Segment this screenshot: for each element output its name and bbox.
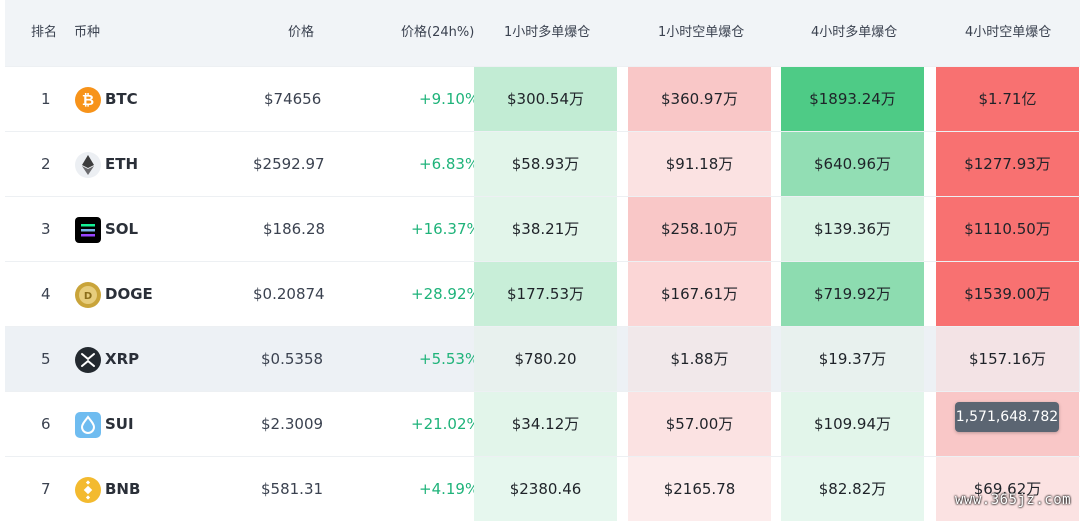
btc-icon: ₿ [75, 87, 101, 113]
header-long-1h[interactable]: 1小时多单爆仓 [504, 25, 591, 40]
long-4h-cell: $109.94万 [781, 392, 924, 456]
price-cell: $0.5358 [261, 350, 324, 368]
header-price[interactable]: 价格 [288, 25, 315, 40]
coin-symbol[interactable]: SOL [105, 220, 139, 238]
long-4h-cell: $82.82万 [781, 457, 924, 521]
table-row[interactable]: 3 SOL $186.28 +16.37% $38.21万 $258.10万 $… [5, 196, 1080, 261]
watermark: www.365jz.com [955, 492, 1072, 508]
price-cell: $74656 [264, 90, 322, 108]
short-1h-cell: $91.18万 [628, 132, 771, 196]
coin-symbol[interactable]: BTC [105, 90, 138, 108]
coin-symbol[interactable]: SUI [105, 415, 134, 433]
change-cell: +9.10% [419, 90, 480, 108]
price-cell: $581.31 [261, 480, 324, 498]
eth-icon [75, 152, 101, 178]
table-row[interactable]: 2 ETH $2592.97 +6.83% $58.93万 $91.18万 $6… [5, 131, 1080, 196]
price-cell: $186.28 [263, 220, 326, 238]
rank-cell: 4 [41, 285, 51, 303]
long-4h-cell: $719.92万 [781, 262, 924, 326]
header-long-4h[interactable]: 4小时多单爆仓 [811, 25, 898, 40]
change-cell: +4.19% [419, 480, 480, 498]
table-row[interactable]: 7 BNB $581.31 +4.19% $2380.46 $2165.78 $… [5, 456, 1080, 521]
long-1h-cell: $780.20 [474, 327, 617, 391]
change-cell: +16.37% [411, 220, 481, 238]
coin-symbol[interactable]: XRP [105, 350, 140, 368]
rank-cell: 2 [41, 155, 51, 173]
long-1h-cell: $34.12万 [474, 392, 617, 456]
short-4h-cell: $1277.93万 [936, 132, 1079, 196]
price-cell: $2.3009 [261, 415, 324, 433]
long-4h-cell: $640.96万 [781, 132, 924, 196]
long-1h-cell: $177.53万 [474, 262, 617, 326]
long-1h-cell: $38.21万 [474, 197, 617, 261]
change-cell: +28.92% [411, 285, 481, 303]
rank-cell: 3 [41, 220, 51, 238]
change-cell: +5.53% [419, 350, 480, 368]
short-1h-cell: $360.97万 [628, 67, 771, 131]
short-4h-cell: $1110.50万 [936, 197, 1079, 261]
short-4h-cell: $1.71亿 [936, 67, 1079, 131]
table-row[interactable]: 5 XRP $0.5358 +5.53% $780.20 $1.88万 $19.… [5, 326, 1080, 391]
liquidation-table: 排名 币种 价格 价格(24h%) 1小时多单爆仓 1小时空单爆仓 4小时多单爆… [5, 0, 1080, 521]
header-change[interactable]: 价格(24h%) [401, 25, 475, 40]
coin-symbol[interactable]: DOGE [105, 285, 153, 303]
short-4h-cell: $157.16万 [936, 327, 1079, 391]
sui-icon [75, 412, 101, 438]
coin-symbol[interactable]: BNB [105, 480, 141, 498]
price-cell: $2592.97 [253, 155, 325, 173]
rank-cell: 6 [41, 415, 51, 433]
rank-cell: 1 [41, 90, 51, 108]
long-1h-cell: $2380.46 [474, 457, 617, 521]
price-cell: $0.20874 [253, 285, 325, 303]
header-short-4h[interactable]: 4小时空单爆仓 [965, 25, 1052, 40]
table-row[interactable]: 6 SUI $2.3009 +21.02% $34.12万 $57.00万 $1… [5, 391, 1080, 456]
doge-icon: D [75, 282, 101, 308]
long-1h-cell: $300.54万 [474, 67, 617, 131]
short-1h-cell: $57.00万 [628, 392, 771, 456]
header-rank[interactable]: 排名 [31, 25, 58, 40]
coin-symbol[interactable]: ETH [105, 155, 139, 173]
long-4h-cell: $139.36万 [781, 197, 924, 261]
long-1h-cell: $58.93万 [474, 132, 617, 196]
svg-text:D: D [84, 291, 92, 302]
short-4h-cell: $1539.00万 [936, 262, 1079, 326]
value-tooltip: 1,571,648.782 [955, 402, 1059, 432]
change-cell: +21.02% [411, 415, 481, 433]
bnb-icon [75, 477, 101, 503]
sol-icon [75, 217, 101, 243]
rank-cell: 5 [41, 350, 51, 368]
table-row[interactable]: 4 D DOGE $0.20874 +28.92% $177.53万 $167.… [5, 261, 1080, 326]
svg-text:₿: ₿ [82, 91, 94, 109]
xrp-icon [75, 347, 101, 373]
table-header: 排名 币种 价格 价格(24h%) 1小时多单爆仓 1小时空单爆仓 4小时多单爆… [5, 0, 1080, 66]
table-row[interactable]: 1 ₿ BTC $74656 +9.10% $300.54万 $360.97万 … [5, 66, 1080, 131]
long-4h-cell: $19.37万 [781, 327, 924, 391]
short-1h-cell: $167.61万 [628, 262, 771, 326]
short-1h-cell: $258.10万 [628, 197, 771, 261]
rank-cell: 7 [41, 480, 51, 498]
header-coin[interactable]: 币种 [74, 25, 101, 40]
short-1h-cell: $2165.78 [628, 457, 771, 521]
short-4h-cell: $69.62万 [936, 457, 1079, 521]
header-short-1h[interactable]: 1小时空单爆仓 [658, 25, 745, 40]
long-4h-cell: $1893.24万 [781, 67, 924, 131]
change-cell: +6.83% [419, 155, 480, 173]
short-1h-cell: $1.88万 [628, 327, 771, 391]
